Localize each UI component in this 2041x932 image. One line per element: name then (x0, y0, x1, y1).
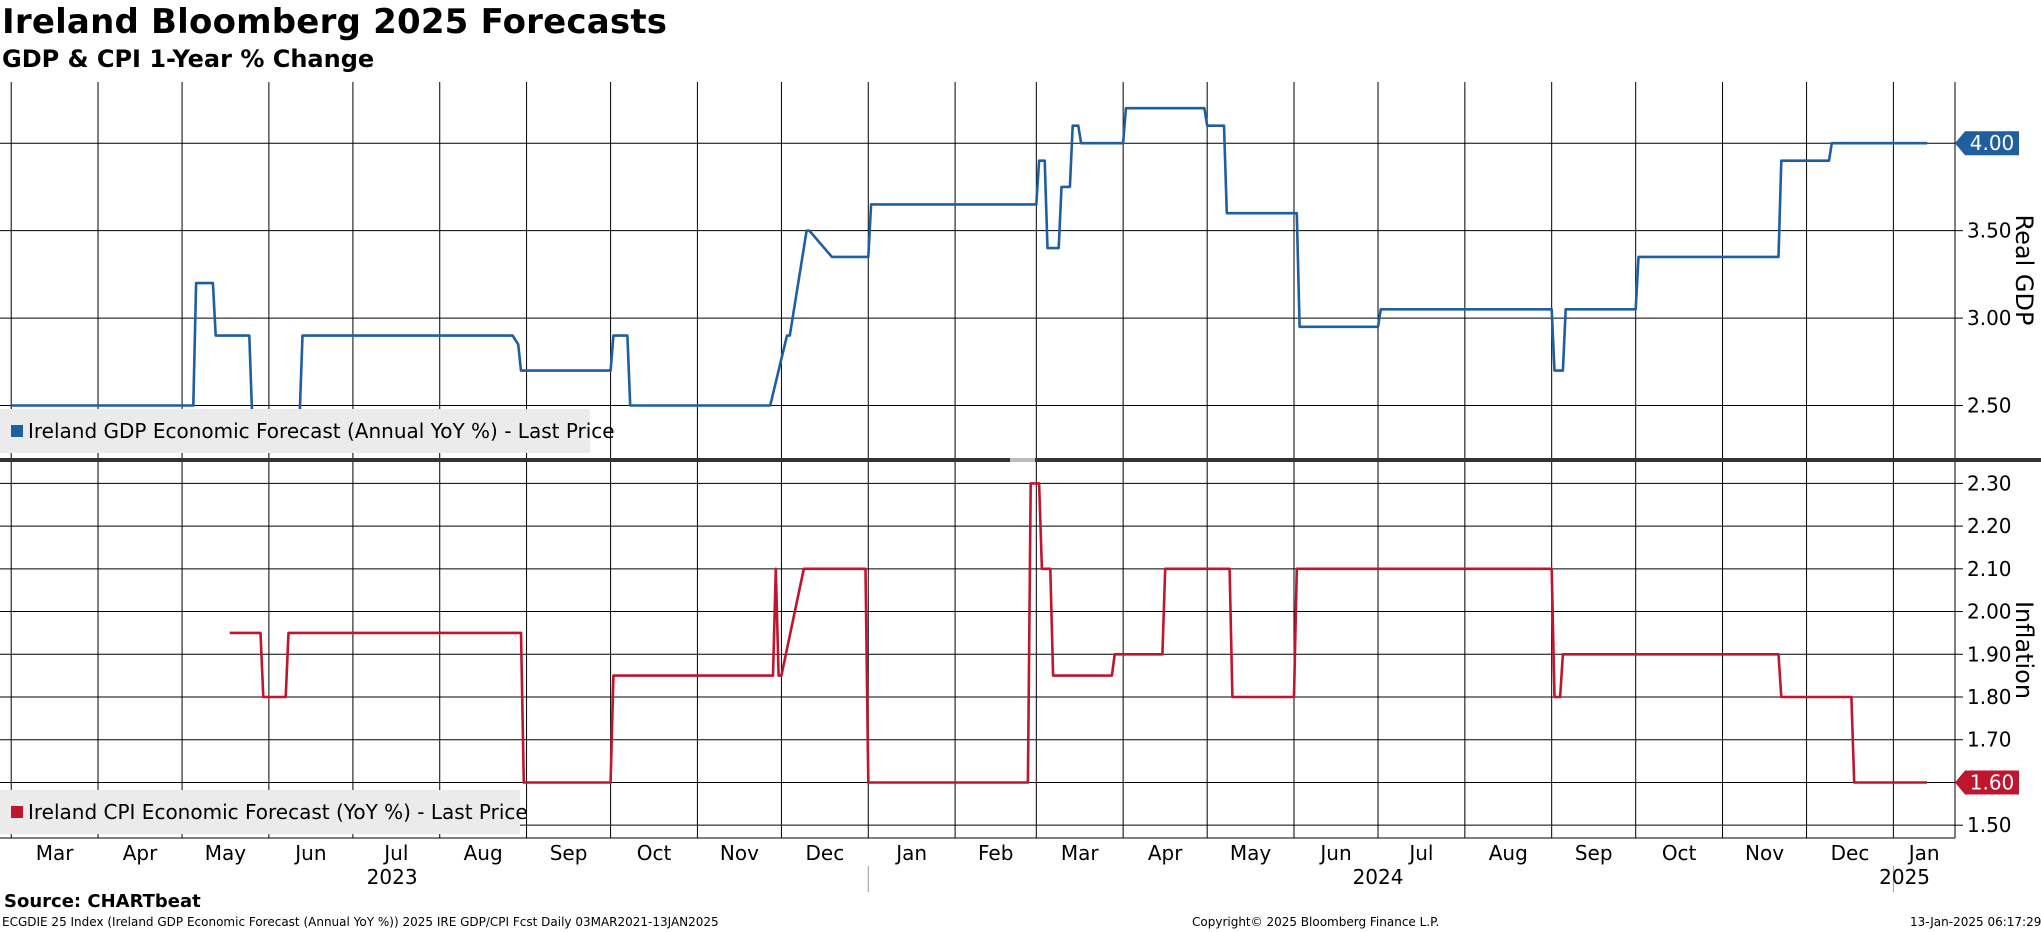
x-year-label: 2025 (1879, 865, 1930, 889)
y-tick-label: 1.80 (1967, 685, 2012, 709)
y-tick-label: 3.00 (1967, 306, 2012, 330)
legend-swatch (11, 425, 23, 437)
x-month-label: Jun (293, 841, 326, 865)
x-month-label: Jan (894, 841, 927, 865)
x-month-label: Apr (123, 841, 158, 865)
y-tick-label: 1.50 (1967, 813, 2012, 837)
chart-subtitle: GDP & CPI 1-Year % Change (2, 45, 375, 73)
panel-divider-handle (1010, 458, 1035, 462)
legend-label: Ireland CPI Economic Forecast (YoY %) - … (28, 800, 528, 824)
x-month-label: Nov (1745, 841, 1784, 865)
chart-title: Ireland Bloomberg 2025 Forecasts (2, 2, 668, 42)
y-axis-title-real-gdp: Real GDP (2010, 215, 2038, 326)
legend-label: Ireland GDP Economic Forecast (Annual Yo… (28, 419, 615, 443)
x-month-label: Nov (720, 841, 759, 865)
x-month-label: May (1230, 841, 1272, 865)
x-month-label: Feb (978, 841, 1013, 865)
x-month-label: Jun (1318, 841, 1351, 865)
legend-box (0, 409, 590, 453)
x-month-label: Sep (550, 841, 588, 865)
y-tick-label: 2.30 (1967, 471, 2012, 495)
y-axis-title-inflation: Inflation (2010, 601, 2038, 699)
x-month-label: Apr (1148, 841, 1183, 865)
y-tick-label: 1.70 (1967, 728, 2012, 752)
x-month-label: Sep (1575, 841, 1613, 865)
footer-copyright: Copyright© 2025 Bloomberg Finance L.P. (1192, 915, 1440, 929)
y-tick-label: 2.50 (1967, 394, 2012, 418)
x-month-label: Aug (464, 841, 503, 865)
x-month-label: Aug (1489, 841, 1528, 865)
x-month-label: May (205, 841, 247, 865)
footer-timestamp: 13-Jan-2025 06:17:29 (1910, 915, 2041, 929)
y-tick-label: 2.00 (1967, 600, 2012, 624)
last-value-label: 1.60 (1970, 770, 2015, 794)
footer-index-description: ECGDIE 25 Index (Ireland GDP Economic Fo… (2, 915, 719, 929)
x-year-label: 2024 (1353, 865, 1404, 889)
legend-swatch (11, 806, 23, 818)
legend-box (0, 790, 520, 834)
last-value-badge (1955, 131, 2019, 156)
gdp-series-line (11, 106, 1927, 416)
last-value-label: 4.00 (1970, 131, 2015, 155)
x-month-label: Jul (382, 841, 408, 865)
x-year-label: 2023 (367, 865, 418, 889)
source-note: Source: CHARTbeat (4, 891, 201, 912)
x-month-label: Dec (806, 841, 845, 865)
x-month-label: Mar (1061, 841, 1100, 865)
x-month-label: Jul (1407, 841, 1433, 865)
x-month-label: Mar (36, 841, 75, 865)
last-value-badge (1955, 770, 2019, 795)
cpi-series-line (229, 482, 1927, 784)
x-month-label: Oct (637, 841, 672, 865)
x-month-label: Oct (1662, 841, 1697, 865)
x-month-label: Dec (1831, 841, 1870, 865)
y-tick-label: 3.50 (1967, 219, 2012, 243)
y-tick-label: 2.10 (1967, 557, 2012, 581)
x-month-label: Jan (1907, 841, 1940, 865)
cpi-panel: 1.501.601.701.801.902.002.102.202.301.60… (0, 462, 2038, 838)
y-tick-label: 2.20 (1967, 514, 2012, 538)
y-tick-label: 1.90 (1967, 642, 2012, 666)
